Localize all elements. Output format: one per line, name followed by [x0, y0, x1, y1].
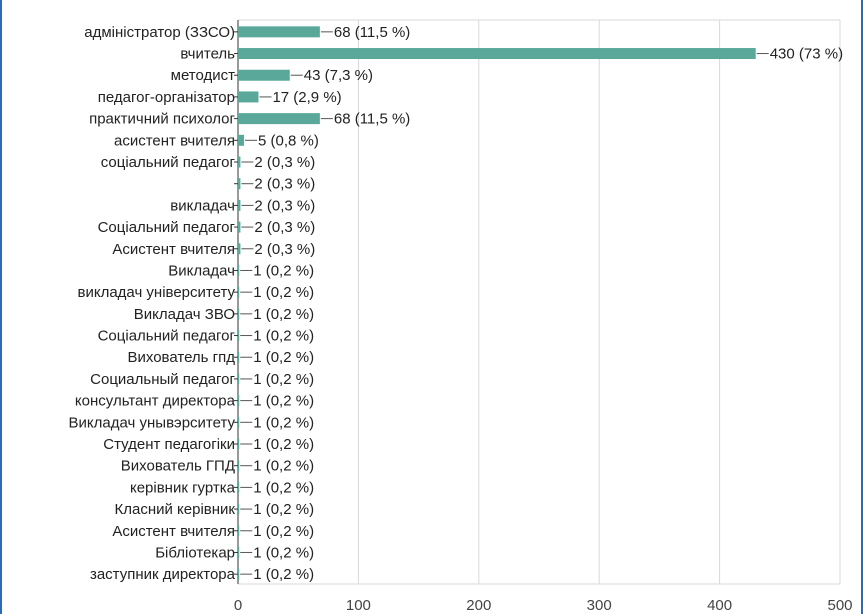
category-label: Социальный педагог [90, 371, 235, 388]
category-label: методист [171, 67, 236, 84]
category-label: викладач університету [78, 284, 236, 301]
bar [238, 243, 241, 255]
value-label: 5 (0,8 %) [258, 132, 319, 149]
value-label: 1 (0,2 %) [253, 436, 314, 453]
value-label: 2 (0,3 %) [254, 154, 315, 171]
category-label: вчитель [180, 46, 235, 63]
bar [238, 373, 240, 385]
category-label: асистент вчителя [114, 132, 235, 149]
bar [238, 264, 240, 276]
category-label: Соціальний педагог [98, 328, 236, 345]
bar [238, 546, 240, 558]
bar [238, 330, 240, 342]
value-label: 2 (0,3 %) [254, 197, 315, 214]
bar [238, 221, 241, 233]
value-label: 1 (0,2 %) [253, 349, 314, 366]
category-label: Викладач [168, 262, 235, 279]
category-label: адміністратор (ЗЗСО) [84, 24, 235, 41]
x-tick-label: 500 [827, 597, 852, 614]
category-label: викладач [170, 197, 235, 214]
bar [238, 460, 240, 472]
bar [238, 199, 241, 211]
bar [238, 26, 320, 38]
category-label: Викладач ЗВО [134, 306, 235, 323]
bar [238, 416, 240, 428]
bar [238, 113, 320, 125]
value-label: 68 (11,5 %) [334, 24, 410, 41]
category-label: соціальний педагог [101, 154, 236, 171]
bar [238, 395, 240, 407]
value-label: 1 (0,2 %) [253, 306, 314, 323]
value-label: 1 (0,2 %) [253, 501, 314, 518]
category-label: заступник директора [90, 566, 236, 583]
bar [238, 503, 240, 515]
value-label: 1 (0,2 %) [253, 371, 314, 388]
value-label: 2 (0,3 %) [254, 219, 315, 236]
bar [238, 438, 240, 450]
value-label: 2 (0,3 %) [254, 241, 315, 258]
value-label: 1 (0,2 %) [253, 544, 314, 561]
value-label: 1 (0,2 %) [253, 284, 314, 301]
bar [238, 156, 241, 168]
bar [238, 48, 756, 60]
value-label: 1 (0,2 %) [253, 328, 314, 345]
value-label: 43 (7,3 %) [304, 67, 373, 84]
category-label: Студент педагогіки [103, 436, 235, 453]
x-tick-label: 200 [466, 597, 491, 614]
bar [238, 481, 240, 493]
x-tick-label: 100 [346, 597, 371, 614]
value-label: 1 (0,2 %) [253, 566, 314, 583]
bar [238, 525, 240, 537]
value-label: 1 (0,2 %) [253, 414, 314, 431]
category-label: керівник гуртка [130, 479, 236, 496]
value-label: 430 (73 %) [770, 46, 843, 63]
labels: 0 100 200 300 400 500 адміністратор (ЗЗСО) 68 (… [69, 24, 853, 614]
category-label: практичний психолог [89, 111, 235, 128]
category-label: консультант директора [75, 393, 236, 410]
value-label: 1 (0,2 %) [253, 523, 314, 540]
value-label: 1 (0,2 %) [253, 393, 314, 410]
bar [238, 308, 240, 320]
category-label: Соціальний педагог [98, 219, 236, 236]
value-label: 2 (0,3 %) [254, 176, 315, 193]
bar [238, 178, 241, 190]
bars [238, 26, 756, 580]
category-label: Класний керівник [115, 501, 236, 518]
category-label: Асистент вчителя [112, 523, 235, 540]
bar [238, 69, 290, 81]
category-label: Вихователь гпд [128, 349, 236, 366]
value-label: 17 (2,9 %) [272, 89, 341, 106]
category-label: Асистент вчителя [112, 241, 235, 258]
x-tick-label: 300 [587, 597, 612, 614]
value-label: 1 (0,2 %) [253, 262, 314, 279]
category-label: Бібліотекар [155, 544, 235, 561]
value-label: 1 (0,2 %) [253, 479, 314, 496]
category-label: Викладач унывэрситету [69, 414, 236, 431]
category-label: Вихователь ГПД [121, 458, 235, 475]
bar [238, 134, 245, 146]
x-tick-label: 0 [234, 597, 242, 614]
bar [238, 351, 240, 363]
bar [238, 568, 240, 580]
grid-lines [237, 19, 841, 585]
x-tick-label: 400 [707, 597, 732, 614]
value-label: 1 (0,2 %) [253, 458, 314, 475]
category-label: педагог-організатор [98, 89, 235, 106]
bar [238, 91, 259, 103]
value-label: 68 (11,5 %) [334, 111, 410, 128]
bar [238, 286, 240, 298]
